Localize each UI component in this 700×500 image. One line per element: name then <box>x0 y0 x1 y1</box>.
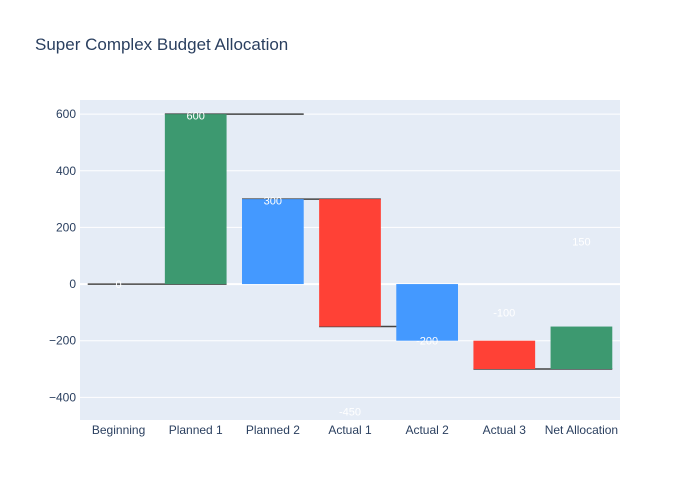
chart-title: Super Complex Budget Allocation <box>35 35 288 54</box>
x-tick-label: Actual 3 <box>483 423 527 437</box>
x-axis: Beginning Planned 1 Planned 2 Actual 1 Actua… <box>92 423 618 437</box>
data-label: -100 <box>493 307 515 319</box>
x-tick-label: Planned 1 <box>169 423 223 437</box>
data-label: 0 <box>116 279 122 291</box>
bar-actual-3 <box>473 340 536 370</box>
bar-planned-1 <box>164 114 227 285</box>
bar-actual-2 <box>396 284 458 341</box>
x-tick-label: Net Allocation <box>545 423 618 437</box>
bar-planned-2 <box>242 199 304 285</box>
y-tick-label: −400 <box>49 390 76 404</box>
data-labels: 0 600 300 -450 -200 -100 150 <box>116 111 591 419</box>
y-axis: −400 −200 0 200 400 600 <box>49 107 76 404</box>
data-label: -450 <box>339 407 361 419</box>
y-tick-label: 600 <box>56 107 76 121</box>
data-label: 300 <box>264 196 282 208</box>
data-label: 600 <box>187 111 205 123</box>
y-tick-label: 200 <box>56 220 76 234</box>
x-tick-label: Actual 1 <box>328 423 372 437</box>
bars <box>164 114 613 370</box>
bar-actual-1 <box>319 199 381 327</box>
data-label: -200 <box>416 336 438 348</box>
x-tick-label: Planned 2 <box>246 423 300 437</box>
x-tick-label: Actual 2 <box>405 423 449 437</box>
y-tick-label: 0 <box>69 277 76 291</box>
y-tick-label: −200 <box>49 334 76 348</box>
x-tick-label: Beginning <box>92 423 145 437</box>
y-tick-label: 400 <box>56 164 76 178</box>
data-label: 150 <box>572 237 590 249</box>
bar-net-allocation <box>550 326 613 370</box>
